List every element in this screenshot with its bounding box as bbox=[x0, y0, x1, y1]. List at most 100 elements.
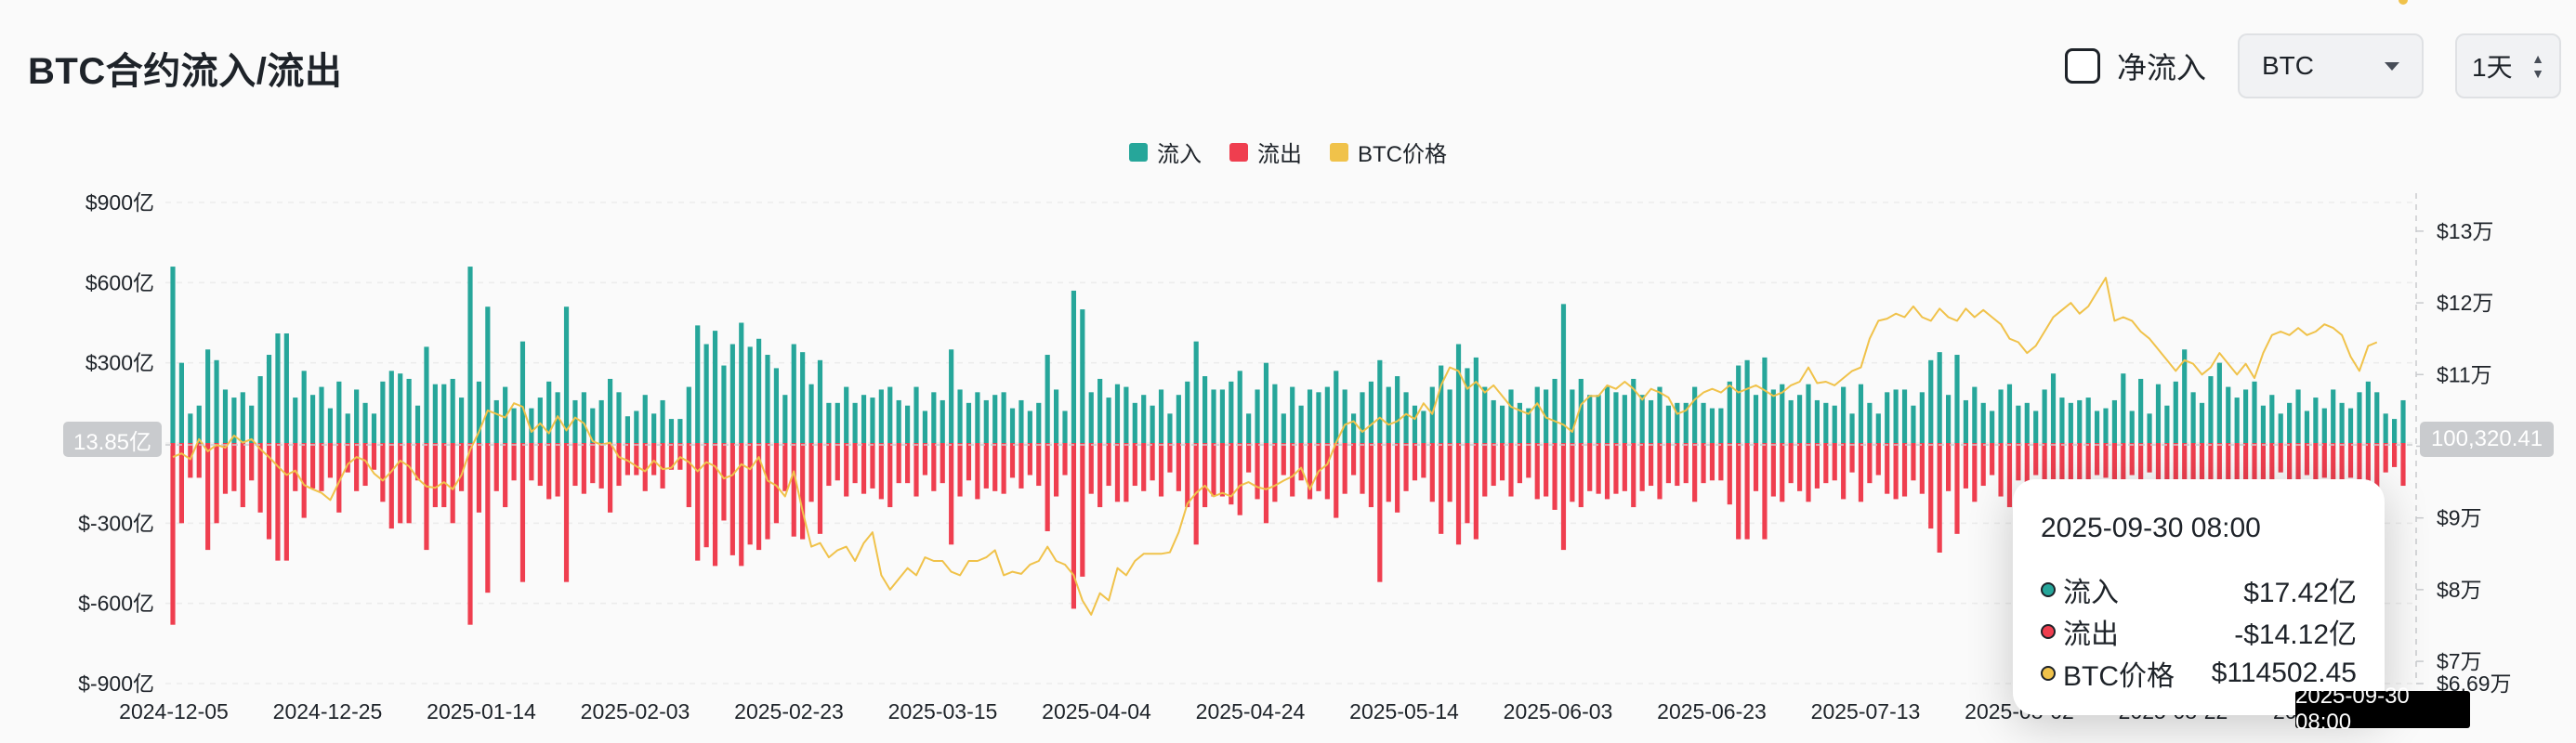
outflow-bar bbox=[598, 443, 604, 489]
checkbox-icon[interactable] bbox=[2064, 48, 2100, 84]
inflow-bar bbox=[1045, 355, 1050, 443]
outflow-bar bbox=[2208, 443, 2214, 510]
inflow-bar bbox=[345, 413, 350, 443]
outflow-bar bbox=[2260, 443, 2266, 481]
inflow-bar bbox=[651, 413, 657, 443]
inflow-bar bbox=[1665, 405, 1671, 443]
outflow-bar bbox=[800, 443, 806, 540]
inflow-bar bbox=[1281, 413, 1286, 443]
net-flow-label: 净流入 bbox=[2116, 51, 2206, 85]
inflow-bar bbox=[2111, 399, 2117, 443]
outflow-bar bbox=[1272, 443, 1278, 502]
outflow-bar bbox=[1237, 443, 1242, 515]
outflow-bar bbox=[1290, 443, 1295, 497]
outflow-bar bbox=[1604, 443, 1610, 500]
outflow-bar bbox=[1027, 443, 1032, 476]
outflow-bar bbox=[1062, 443, 1068, 476]
outflow-bar bbox=[1832, 443, 1837, 481]
inflow-bar bbox=[1455, 344, 1462, 443]
inflow-bar bbox=[1421, 411, 1426, 443]
outflow-bar bbox=[2278, 443, 2283, 473]
period-select[interactable]: 1天 ▲ ▼ bbox=[2455, 33, 2561, 98]
coin-select[interactable]: BTC bbox=[2238, 33, 2424, 98]
outflow-bar bbox=[616, 443, 622, 487]
sort-arrows-icon: ▲ ▼ bbox=[2531, 51, 2544, 81]
inflow-bar bbox=[2199, 402, 2205, 443]
outflow-bar bbox=[624, 443, 630, 476]
inflow-bar bbox=[747, 346, 753, 443]
outflow-bar bbox=[1071, 443, 1076, 609]
outflow-bar bbox=[214, 443, 219, 524]
inflow-bar bbox=[1298, 405, 1304, 443]
tooltip-value: $17.42亿 bbox=[2243, 577, 2357, 608]
outflow-bar bbox=[546, 443, 552, 500]
outflow-bar bbox=[1368, 443, 1373, 508]
inflow-bar bbox=[257, 376, 263, 443]
inflow-bar bbox=[729, 344, 735, 443]
y-right-tick-label: $7万 bbox=[2437, 649, 2482, 673]
outflow-bar bbox=[2016, 443, 2021, 481]
inflow-bar bbox=[1255, 389, 1260, 443]
inflow-bar bbox=[1631, 378, 1636, 443]
inflow-bar bbox=[406, 378, 412, 443]
inflow-bar bbox=[2190, 392, 2196, 443]
inflow-bar bbox=[2400, 399, 2406, 443]
outflow-bar bbox=[651, 443, 657, 476]
outflow-bar bbox=[398, 443, 403, 524]
inflow-bar bbox=[756, 338, 762, 443]
outflow-bar bbox=[1054, 443, 1059, 497]
inflow-bar bbox=[1613, 392, 1619, 443]
inflow-bar bbox=[310, 395, 316, 443]
inflow-bar bbox=[1893, 389, 1899, 443]
x-tick-label: 2025-01-14 bbox=[427, 699, 536, 723]
legend-item-price[interactable]: BTC价格 bbox=[1330, 136, 1447, 168]
outflow-bar bbox=[1324, 443, 1330, 500]
outflow-bar bbox=[1823, 443, 1829, 484]
inflow-bar bbox=[432, 384, 438, 443]
outflow-bar bbox=[1954, 443, 1960, 534]
inflow-bar bbox=[2252, 381, 2257, 443]
outflow-bar bbox=[1439, 443, 1444, 534]
outflow-bar bbox=[2339, 443, 2345, 487]
outflow-bar bbox=[188, 443, 193, 478]
net-flow-toggle[interactable]: 净流入 bbox=[2064, 45, 2206, 87]
inflow-bar bbox=[1911, 405, 1916, 443]
crosshair-date-label: 2025-09-30 08:00 bbox=[2295, 684, 2470, 735]
legend-item-outflow[interactable]: 流出 bbox=[1229, 136, 1302, 168]
inflow-bar bbox=[1203, 376, 1208, 443]
outflow-bar bbox=[1106, 443, 1111, 487]
outflow-bar bbox=[1429, 443, 1435, 502]
inflow-bar bbox=[537, 398, 543, 443]
inflow-bar bbox=[1342, 389, 1347, 443]
outflow-bar bbox=[1455, 443, 1462, 545]
outflow-bar bbox=[2024, 443, 2030, 484]
outflow-bar bbox=[1736, 443, 1741, 540]
outflow-bar bbox=[1875, 443, 1881, 476]
outflow-bar bbox=[1421, 443, 1426, 478]
outflow-bar bbox=[283, 443, 289, 561]
inflow-bar bbox=[634, 411, 639, 443]
inflow-bar bbox=[1770, 389, 1776, 443]
outflow-bar bbox=[1972, 443, 1978, 502]
inflow-bar bbox=[1954, 355, 1960, 443]
outflow-bar bbox=[2155, 443, 2162, 505]
inflow-bar bbox=[2103, 408, 2109, 443]
inflow-bar bbox=[2226, 386, 2231, 443]
outflow-bar bbox=[257, 443, 263, 513]
outflow-bar bbox=[782, 443, 788, 491]
x-tick-label: 2025-03-15 bbox=[888, 699, 998, 723]
legend-item-inflow[interactable]: 流入 bbox=[1129, 136, 1202, 168]
inflow-bar bbox=[1552, 378, 1557, 443]
inflow-bar bbox=[2278, 413, 2283, 443]
inflow-bar bbox=[231, 398, 237, 443]
inflow-bar bbox=[2068, 402, 2073, 443]
inflow-bar bbox=[1596, 395, 1601, 443]
inflow-bar bbox=[1054, 389, 1059, 443]
inflow-bar bbox=[1692, 386, 1698, 443]
outflow-bar bbox=[1570, 443, 1575, 502]
inflow-bar bbox=[1473, 357, 1479, 443]
outflow-bar bbox=[808, 443, 814, 502]
inflow-bar bbox=[870, 398, 875, 443]
outflow-bar bbox=[773, 443, 779, 524]
inflow-bar bbox=[424, 346, 429, 443]
